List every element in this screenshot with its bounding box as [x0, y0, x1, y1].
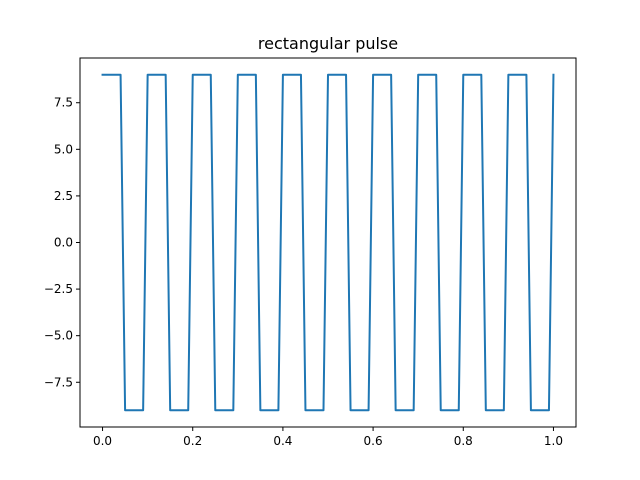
- x-tick-label: 0.4: [273, 434, 292, 448]
- y-tick-label: 0.0: [54, 236, 73, 250]
- x-tick-label: 1.0: [544, 434, 563, 448]
- plot-frame: [79, 57, 577, 428]
- x-axis: 0.0 0.2 0.4 0.6 0.8 1.0: [93, 427, 563, 448]
- plot-area: [101, 73, 555, 412]
- y-tick-label: 7.5: [54, 96, 73, 110]
- y-tick-label: −2.5: [44, 282, 73, 296]
- chart-title: rectangular pulse: [258, 34, 398, 53]
- x-tick-label: 0.6: [364, 434, 383, 448]
- y-tick-label: 2.5: [54, 189, 73, 203]
- x-tick-label: 0.0: [93, 434, 112, 448]
- x-tick-label: 0.2: [183, 434, 202, 448]
- y-tick-label: −5.0: [44, 329, 73, 343]
- x-tick-label: 0.8: [454, 434, 473, 448]
- y-axis: 7.5 5.0 2.5 0.0 −2.5 −5.0 −7.5: [44, 96, 80, 389]
- series-line-0: [101, 73, 555, 412]
- y-tick-label: 5.0: [54, 142, 73, 156]
- y-tick-label: −7.5: [44, 375, 73, 389]
